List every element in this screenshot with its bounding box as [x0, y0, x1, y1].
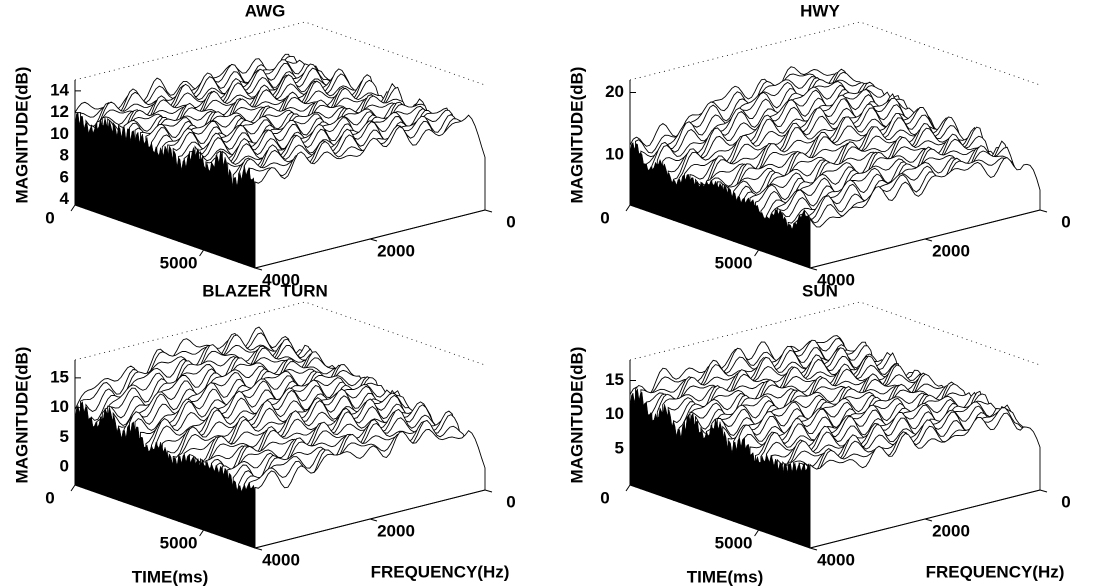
time-tick — [625, 204, 631, 212]
z-axis-label: MAGNITUDE(dB) — [12, 347, 31, 484]
time-tick — [199, 249, 204, 257]
z-tick-label: 8 — [60, 146, 69, 165]
time-tick — [754, 529, 759, 537]
freq-tick-label: 2000 — [932, 241, 970, 260]
time-tick-label: 0 — [45, 208, 54, 227]
side-face — [74, 401, 256, 549]
side-face — [74, 112, 256, 269]
surface-slice — [809, 157, 1041, 269]
freq-tick — [369, 518, 378, 522]
freq-tick — [369, 238, 378, 242]
z-tick-label: 5 — [60, 427, 69, 446]
freq-tick — [484, 209, 493, 213]
z-tick-label: 10 — [605, 404, 624, 423]
time-axis — [629, 204, 811, 269]
time-tick-label: 0 — [600, 208, 609, 227]
time-tick — [625, 484, 631, 492]
z-tick-label: 10 — [50, 124, 69, 143]
panel-title: SUN — [802, 281, 838, 300]
time-tick-label: 0 — [45, 488, 54, 507]
time-axis-label: TIME(ms) — [687, 567, 764, 586]
side-face — [629, 388, 811, 549]
freq-tick — [254, 267, 263, 271]
time-tick — [70, 204, 76, 212]
freq-tick-label: 4000 — [262, 270, 300, 289]
time-tick-label: 5000 — [160, 253, 198, 272]
freq-tick-label: 0 — [1061, 492, 1070, 511]
freq-tick-label: 2000 — [932, 521, 970, 540]
time-axis — [629, 484, 811, 549]
z-tick-label: 0 — [60, 457, 69, 476]
z-tick-label: 20 — [605, 82, 624, 101]
panel-title: BLAZER TURN — [202, 281, 328, 300]
freq-tick — [924, 238, 933, 242]
time-tick-label: 0 — [600, 488, 609, 507]
freq-tick — [1039, 209, 1048, 213]
z-tick-label: 15 — [50, 367, 69, 386]
freq-tick-label: 4000 — [262, 550, 300, 569]
freq-tick-label: 0 — [1061, 212, 1070, 231]
z-tick-label: 6 — [60, 167, 69, 186]
time-tick — [70, 484, 76, 492]
surface-slice — [254, 114, 486, 269]
time-tick — [754, 249, 759, 257]
freq-tick-label: 0 — [506, 492, 515, 511]
freq-tick — [809, 267, 818, 271]
z-tick-label: 5 — [615, 438, 624, 457]
z-tick-label: 10 — [605, 144, 624, 163]
freq-tick — [254, 547, 263, 551]
panel-title: HWY — [800, 1, 840, 20]
freq-tick-label: 4000 — [817, 550, 855, 569]
freq-axis-label: FREQUENCY(Hz) — [371, 562, 510, 581]
freq-tick — [809, 547, 818, 551]
freq-tick — [924, 518, 933, 522]
panel-title: AWG — [245, 1, 286, 20]
z-tick-label: 15 — [605, 370, 624, 389]
time-tick-label: 5000 — [715, 253, 753, 272]
freq-tick — [1039, 489, 1048, 493]
time-tick-label: 5000 — [160, 533, 198, 552]
time-axis-label: TIME(ms) — [132, 567, 209, 586]
freq-tick — [484, 489, 493, 493]
side-face — [629, 141, 811, 269]
z-axis-label: MAGNITUDE(dB) — [567, 347, 586, 484]
freq-tick-label: 0 — [506, 212, 515, 231]
time-tick — [199, 529, 204, 537]
z-axis-label: MAGNITUDE(dB) — [12, 67, 31, 204]
z-tick-label: 10 — [50, 397, 69, 416]
freq-axis-label: FREQUENCY(Hz) — [926, 562, 1065, 581]
surface-slice — [254, 428, 486, 549]
time-axis — [74, 484, 256, 549]
surface-slice — [809, 412, 1041, 549]
time-tick-label: 5000 — [715, 533, 753, 552]
freq-tick-label: 4000 — [817, 270, 855, 289]
z-tick-label: 14 — [50, 80, 69, 99]
z-axis-label: MAGNITUDE(dB) — [567, 67, 586, 204]
z-tick-label: 12 — [50, 102, 69, 121]
freq-tick-label: 2000 — [377, 521, 415, 540]
z-tick-label: 4 — [60, 189, 70, 208]
freq-tick-label: 2000 — [377, 241, 415, 260]
time-axis — [74, 204, 256, 269]
